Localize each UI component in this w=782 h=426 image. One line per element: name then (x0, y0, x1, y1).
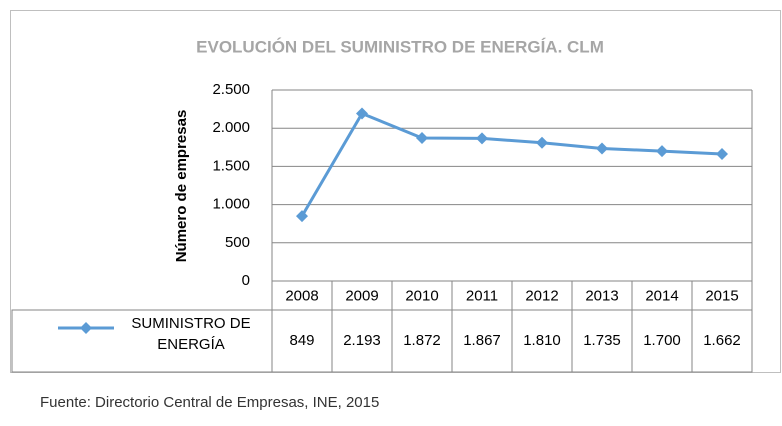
data-point (296, 210, 308, 223)
y-tick-label: 1.500 (212, 157, 250, 174)
chart-border (10, 10, 781, 373)
data-label: 1.735 (583, 332, 621, 349)
y-tick-label: 2.500 (212, 81, 250, 98)
x-tick-label: 2014 (645, 287, 678, 304)
data-label: 1.700 (643, 332, 681, 349)
source-note: Fuente: Directorio Central de Empresas, … (40, 394, 379, 411)
data-point (716, 148, 728, 161)
y-axis-label: Número de empresas (173, 110, 190, 263)
x-tick-label: 2010 (405, 287, 438, 304)
data-label: 2.193 (343, 332, 381, 349)
data-point (536, 136, 548, 149)
x-tick-label: 2011 (466, 287, 498, 304)
x-tick-label: 2008 (285, 287, 318, 304)
data-point (596, 142, 608, 155)
table-values-row (11, 309, 753, 373)
legend-marker (80, 322, 92, 334)
data-label: 1.872 (403, 332, 441, 349)
y-tick-label: 0 (242, 272, 250, 289)
data-label: 849 (289, 332, 314, 349)
legend-label: SUMINISTRO DE ENERGÍA (131, 315, 251, 353)
data-label: 1.662 (703, 332, 741, 349)
data-point (416, 131, 428, 144)
data-label: 1.810 (523, 332, 561, 349)
y-tick-label: 2.000 (212, 119, 250, 136)
series-line (300, 111, 723, 217)
legend-label-box: SUMINISTRO DE ENERGÍA (131, 315, 251, 353)
data-point (356, 107, 368, 120)
data-point (656, 145, 668, 158)
data-point (476, 132, 488, 145)
x-tick-label: 2012 (525, 287, 558, 304)
x-tick-label: 2009 (345, 287, 378, 304)
data-label: 1.867 (463, 332, 501, 349)
x-tick-label: 2015 (705, 287, 738, 304)
y-tick-label: 500 (225, 234, 250, 251)
chart-title: EVOLUCIÓN DEL SUMINISTRO DE ENERGÍA. CLM (196, 37, 604, 56)
y-tick-label: 1.000 (212, 196, 250, 213)
x-tick-label: 2013 (585, 287, 618, 304)
